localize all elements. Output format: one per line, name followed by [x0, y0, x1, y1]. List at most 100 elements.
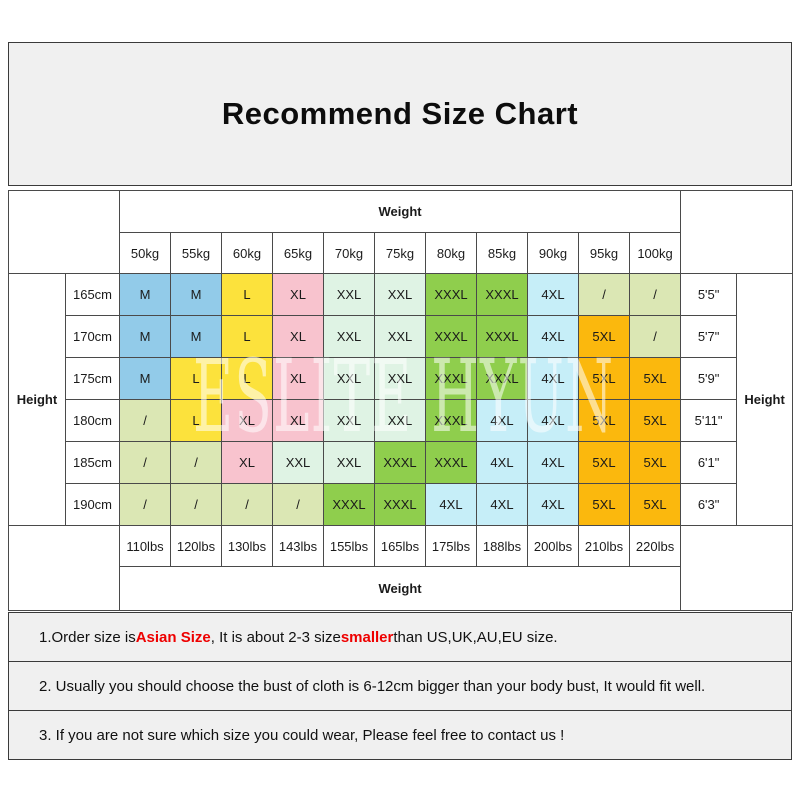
- size-table-body: Weight 50kg 55kg 60kg 65kg 70kg 75kg 80kg 85kg 90…: [8, 190, 794, 611]
- weight-lbs-cell: 220lbs: [628, 525, 682, 567]
- weight-header-top: Weight: [118, 190, 682, 233]
- weight-kg-cell: 50kg: [119, 232, 171, 274]
- size-cell: XXL: [323, 273, 375, 316]
- size-cell: XL: [221, 441, 273, 484]
- size-cell: /: [272, 483, 324, 526]
- weight-kg-cell: 80kg: [425, 232, 477, 274]
- note-row-3: 3. If you are not sure which size you co…: [9, 710, 791, 759]
- weight-kg-cell: 60kg: [221, 232, 273, 274]
- size-table: Weight 50kg 55kg 60kg 65kg 70kg 75kg 80kg 85kg 90…: [8, 190, 794, 611]
- size-cell: XL: [272, 357, 324, 400]
- height-ft-cell: 6'1": [680, 441, 738, 484]
- size-cell: /: [119, 441, 171, 484]
- size-cell: 5XL: [628, 483, 682, 526]
- weight-kg-cell: 95kg: [578, 232, 630, 274]
- weight-kg-cell: 75kg: [374, 232, 426, 274]
- size-cell: M: [170, 273, 222, 316]
- size-cell: M: [119, 315, 171, 358]
- size-cell: XXXL: [425, 441, 477, 484]
- size-cell: 4XL: [527, 357, 579, 400]
- note-text: , It is about 2-3 size: [210, 628, 341, 646]
- height-cm-cell: 180cm: [65, 399, 120, 442]
- weight-lbs-cell: 165lbs: [374, 525, 426, 567]
- weight-kg-cell: 85kg: [476, 232, 528, 274]
- note-row-2: 2. Usually you should choose the bust of…: [9, 661, 791, 710]
- size-cell: XXL: [374, 399, 426, 442]
- height-cm-cell: 165cm: [65, 273, 120, 316]
- size-cell: XXXL: [323, 483, 375, 526]
- size-cell: 5XL: [628, 441, 682, 484]
- size-cell: /: [119, 483, 171, 526]
- weight-lbs-cell: 120lbs: [170, 525, 222, 567]
- size-cell: 4XL: [476, 483, 528, 526]
- size-cell: XXL: [323, 399, 375, 442]
- size-cell: L: [221, 357, 273, 400]
- weight-lbs-cell: 200lbs: [527, 525, 579, 567]
- size-cell: /: [170, 441, 222, 484]
- corner-blank-top-left: [8, 190, 120, 274]
- size-cell: 5XL: [578, 399, 630, 442]
- size-cell: /: [170, 483, 222, 526]
- size-cell: /: [578, 273, 630, 316]
- corner-blank-bottom-right: [680, 525, 794, 611]
- height-cm-cell: 185cm: [65, 441, 120, 484]
- size-cell: 4XL: [476, 441, 528, 484]
- page-title: Recommend Size Chart: [221, 96, 579, 131]
- weight-header-bottom: Weight: [118, 566, 682, 611]
- size-cell: XXXL: [425, 273, 477, 316]
- weight-lbs-cell: 188lbs: [476, 525, 528, 567]
- size-cell: XXXL: [425, 357, 477, 400]
- corner-blank-top-right: [680, 190, 794, 274]
- size-cell: L: [170, 399, 222, 442]
- height-cm-cell: 175cm: [65, 357, 120, 400]
- size-cell: L: [221, 315, 273, 358]
- size-cell: XL: [272, 273, 324, 316]
- weight-kg-cell: 65kg: [272, 232, 324, 274]
- weight-lbs-cell: 210lbs: [578, 525, 630, 567]
- height-ft-cell: 6'3": [680, 483, 738, 526]
- size-cell: XXXL: [476, 273, 528, 316]
- corner-blank-bottom-left: [8, 525, 120, 611]
- weight-kg-cell: 55kg: [170, 232, 222, 274]
- note-highlight-text: smaller: [340, 628, 394, 646]
- weight-kg-cell: 100kg: [628, 232, 682, 274]
- weight-lbs-cell: 155lbs: [323, 525, 375, 567]
- size-cell: XXL: [323, 315, 375, 358]
- note-highlight-text: Asian Size: [135, 628, 211, 646]
- size-cell: L: [170, 357, 222, 400]
- size-cell: /: [221, 483, 273, 526]
- size-cell: XXXL: [374, 483, 426, 526]
- size-cell: 4XL: [425, 483, 477, 526]
- height-cm-cell: 170cm: [65, 315, 120, 358]
- height-ft-cell: 5'5": [680, 273, 738, 316]
- size-cell: 5XL: [628, 357, 682, 400]
- height-label-left: Height: [8, 273, 66, 526]
- size-cell: 4XL: [527, 399, 579, 442]
- height-cm-cell: 190cm: [65, 483, 120, 526]
- size-cell: XXXL: [425, 315, 477, 358]
- size-cell: M: [119, 357, 171, 400]
- size-cell: XXL: [272, 441, 324, 484]
- weight-kg-cell: 70kg: [323, 232, 375, 274]
- size-cell: 5XL: [578, 315, 630, 358]
- size-cell: 4XL: [527, 441, 579, 484]
- note-row-1: 1.Order size is Asian Size, It is about …: [9, 613, 791, 661]
- weight-lbs-cell: 175lbs: [425, 525, 477, 567]
- size-cell: 4XL: [476, 399, 528, 442]
- size-cell: 4XL: [527, 315, 579, 358]
- size-cell: XL: [272, 399, 324, 442]
- size-cell: M: [119, 273, 171, 316]
- weight-lbs-cell: 110lbs: [119, 525, 171, 567]
- note-text: 1.Order size is: [39, 628, 136, 646]
- size-cell: /: [119, 399, 171, 442]
- size-cell: M: [170, 315, 222, 358]
- size-cell: XXL: [374, 315, 426, 358]
- size-cell: L: [221, 273, 273, 316]
- size-cell: XXXL: [476, 357, 528, 400]
- note-text: 3. If you are not sure which size you co…: [39, 726, 565, 744]
- size-cell: XL: [221, 399, 273, 442]
- size-cell: 4XL: [527, 273, 579, 316]
- note-text: 2. Usually you should choose the bust of…: [39, 677, 706, 695]
- height-ft-cell: 5'11": [680, 399, 738, 442]
